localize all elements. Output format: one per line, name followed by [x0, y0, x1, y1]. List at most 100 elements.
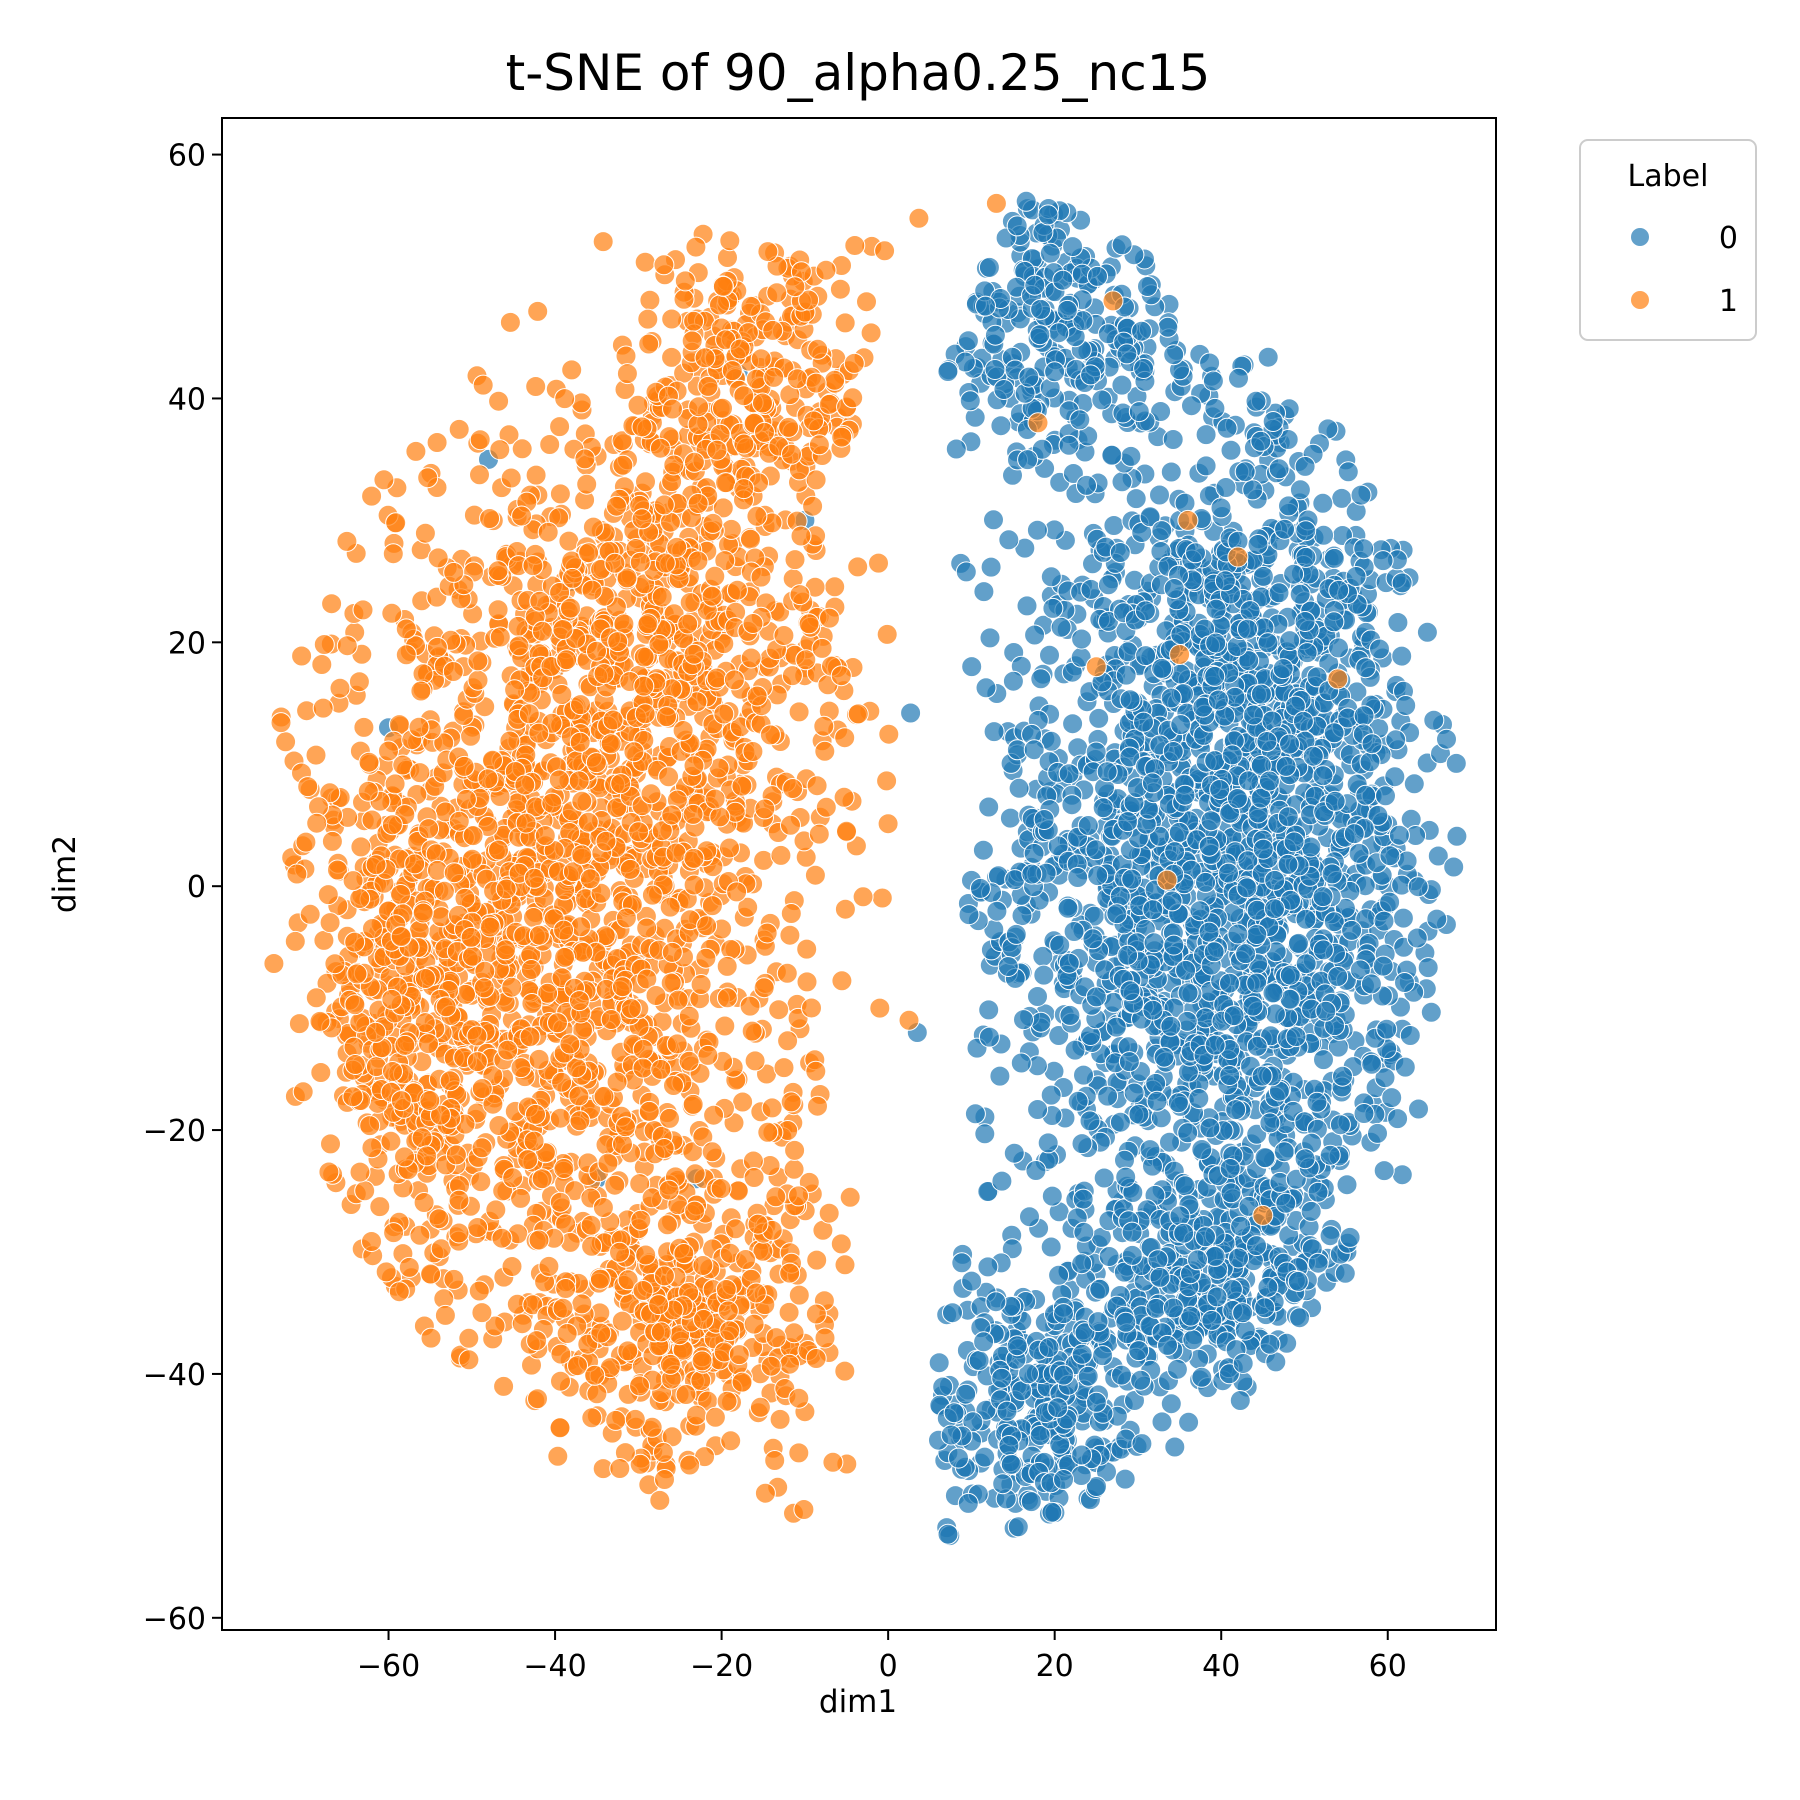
- point-label-0: [1225, 1099, 1247, 1121]
- point-label-0: [1088, 707, 1110, 729]
- point-label-1: [381, 602, 403, 624]
- point-label-0: [1038, 1337, 1060, 1358]
- point-label-1: [568, 770, 590, 792]
- point-label-0: [1350, 484, 1372, 506]
- point-label-1: [412, 663, 434, 685]
- point-label-0: [1230, 1215, 1252, 1237]
- point-label-0: [958, 904, 980, 926]
- point-label-0: [1052, 269, 1074, 291]
- point-label-1: [427, 547, 449, 569]
- point-label-0: [1128, 1103, 1150, 1125]
- point-label-0: [1119, 980, 1141, 1002]
- point-label-0: [1242, 995, 1264, 1017]
- point-label-0: [1307, 1252, 1329, 1274]
- point-label-0: [1337, 461, 1359, 483]
- point-label-0: [1111, 374, 1133, 396]
- point-label-0: [1146, 1090, 1168, 1112]
- point-label-0: [1182, 1329, 1204, 1351]
- point-label-0: [1328, 579, 1350, 601]
- point-label-0: [1323, 547, 1345, 569]
- point-label-0: [1039, 242, 1061, 264]
- point-label-0: [943, 1402, 965, 1424]
- point-label-0: [1221, 744, 1243, 766]
- point-label-0: [1072, 1188, 1094, 1210]
- point-label-0: [1245, 390, 1267, 412]
- point-label-1: [510, 1057, 532, 1079]
- point-label-0: [1047, 1397, 1069, 1419]
- point-label-0: [1252, 565, 1274, 587]
- point-label-0: [1264, 898, 1285, 920]
- point-label-1: [697, 1044, 719, 1066]
- point-label-0: [1234, 1319, 1256, 1341]
- point-label-0: [1388, 824, 1410, 846]
- point-label-1: [666, 1033, 688, 1055]
- point-label-1: [770, 844, 792, 866]
- point-label-1: [635, 471, 656, 493]
- point-label-0: [1265, 1351, 1287, 1373]
- point-label-0: [1403, 773, 1425, 795]
- point-label-0: [985, 1291, 1007, 1313]
- point-label-0: [1056, 299, 1078, 321]
- point-label-0: [990, 415, 1012, 437]
- point-label-1: [348, 671, 370, 693]
- point-label-0: [1085, 986, 1107, 1008]
- point-label-1: [489, 626, 511, 648]
- point-label-0: [1181, 395, 1202, 417]
- point-label-0: [1058, 763, 1080, 785]
- point-label-1: [623, 741, 645, 763]
- point-label-0: [1040, 1236, 1062, 1258]
- point-label-1: [528, 1048, 550, 1070]
- point-label-0: [998, 1435, 1020, 1456]
- point-label-1: [638, 1100, 660, 1122]
- point-label-0: [1087, 1311, 1109, 1333]
- point-label-1: [779, 924, 801, 946]
- point-label-1: [632, 1057, 654, 1079]
- point-label-1: [443, 561, 465, 583]
- point-label-0: [1119, 689, 1141, 711]
- point-label-0: [1030, 668, 1052, 690]
- point-label-0: [1232, 1302, 1254, 1324]
- point-label-0: [1279, 630, 1301, 652]
- point-label-0: [1204, 665, 1226, 687]
- point-label-0: [1375, 785, 1396, 807]
- point-label-0: [1257, 1276, 1279, 1298]
- point-label-1: [834, 727, 856, 749]
- point-label-1: [523, 1130, 545, 1152]
- point-label-1: [520, 959, 542, 980]
- point-label-1: [558, 530, 580, 552]
- point-label-0: [1071, 1444, 1093, 1466]
- point-label-0: [1209, 779, 1231, 800]
- point-label-1: [813, 715, 835, 737]
- point-label-0: [1257, 346, 1279, 368]
- point-label-0: [1087, 265, 1108, 287]
- point-label-0: [977, 1256, 999, 1278]
- point-label-0: [1367, 1122, 1388, 1144]
- point-label-0: [1257, 632, 1279, 654]
- point-label-1: [448, 418, 470, 440]
- point-label-0: [1174, 784, 1196, 806]
- point-label-0: [1275, 755, 1297, 777]
- point-label-1: [783, 1158, 805, 1180]
- point-label-1: [569, 1110, 591, 1132]
- point-label-0: [1238, 770, 1260, 792]
- point-label-0: [978, 999, 1000, 1021]
- point-label-0: [1106, 903, 1128, 925]
- point-label-0: [1082, 928, 1104, 950]
- point-label-0: [1295, 546, 1317, 568]
- point-label-0: [1139, 1139, 1161, 1161]
- point-label-0: [1246, 1235, 1267, 1257]
- point-label-0: [1027, 1099, 1049, 1120]
- point-label-1: [497, 1039, 519, 1061]
- point-label-0: [974, 1446, 996, 1468]
- point-label-1: [615, 1116, 636, 1138]
- point-label-1: [847, 703, 869, 725]
- point-label-0: [1295, 520, 1317, 542]
- point-label-1: [741, 1020, 763, 1042]
- point-label-1: [508, 635, 530, 657]
- point-label-1: [757, 1121, 779, 1143]
- point-label-1: [507, 615, 529, 637]
- point-label-1: [384, 773, 406, 795]
- point-label-1: [831, 970, 853, 992]
- point-label-0: [1073, 1221, 1095, 1243]
- point-label-0: [1392, 907, 1414, 929]
